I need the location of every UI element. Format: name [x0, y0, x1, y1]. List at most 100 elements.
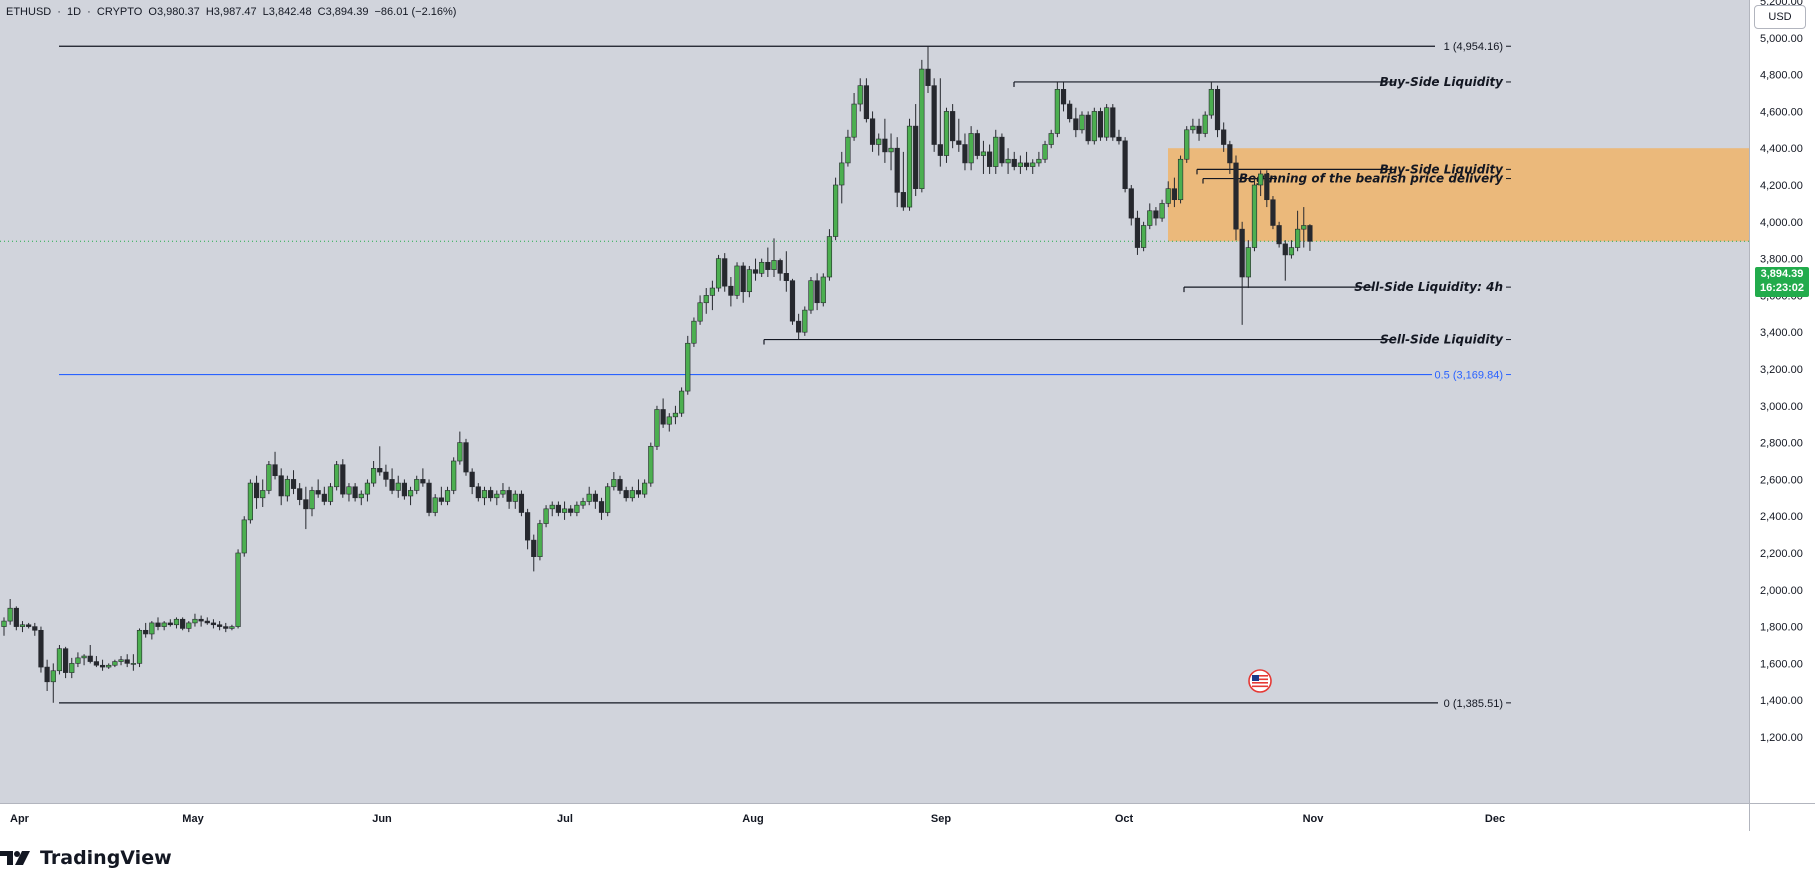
tradingview-wordmark: TradingView — [40, 847, 172, 869]
candle-body — [481, 490, 488, 499]
candle-body — [913, 125, 919, 189]
candle-body — [1221, 129, 1227, 145]
candle-body — [1122, 140, 1128, 189]
price-chart[interactable]: 1 (4,954.16) 0.5 (3,169.84) 0 (1,385.51) Bu… — [0, 0, 1749, 803]
candle-body — [796, 320, 802, 333]
time-tick-label: Sep — [931, 813, 951, 825]
candle-body — [389, 479, 395, 491]
candle-body — [715, 258, 722, 289]
candle-body — [438, 497, 444, 502]
candle-body — [204, 620, 210, 624]
bar-countdown: 16:23:02 — [1759, 282, 1805, 294]
candle-body — [1251, 184, 1258, 248]
candle-body — [1042, 144, 1048, 160]
candle-body — [512, 493, 518, 502]
chart-plot-area[interactable]: 1 (4,954.16) 0.5 (3,169.84) 0 (1,385.51) Bu… — [0, 0, 1749, 803]
candle-body — [555, 504, 561, 513]
candle-body — [697, 302, 703, 322]
candle-body — [56, 648, 63, 672]
time-tick-label: Apr — [10, 813, 30, 825]
candle-body — [290, 479, 297, 489]
candle-body — [93, 661, 99, 666]
candle-body — [962, 144, 968, 164]
candle-body — [1104, 107, 1110, 138]
candle-body — [192, 618, 198, 624]
candle-body — [346, 486, 352, 495]
candle-body — [217, 624, 223, 627]
currency-button[interactable]: USD — [1754, 5, 1806, 29]
candle-body — [999, 136, 1005, 164]
candle-body — [937, 144, 943, 156]
price-tick-label: 2,800.00 — [1760, 438, 1803, 450]
candle-body — [950, 111, 956, 142]
price-tick-label: 1,200.00 — [1760, 732, 1803, 744]
candle-body — [561, 508, 568, 513]
candle-body — [407, 490, 414, 497]
candle-body — [1295, 228, 1301, 248]
high-value: H3,987.47 — [205, 6, 257, 18]
price-tick-label: 1,600.00 — [1760, 658, 1803, 670]
candle-body — [494, 493, 500, 499]
candle-body — [1153, 210, 1159, 219]
candle-body — [38, 629, 44, 668]
low-value: L3,842.48 — [262, 6, 312, 18]
candle-body — [1270, 199, 1276, 226]
symbol-label[interactable]: ETHUSD — [6, 6, 52, 18]
candle-body — [444, 490, 451, 502]
time-axis[interactable]: Apr May Jun Jul Aug Sep Oct Nov Dec — [0, 803, 1749, 831]
candle-body — [611, 479, 617, 488]
candle-body — [925, 68, 931, 86]
interval-label[interactable]: 1D — [67, 6, 82, 18]
candle-body — [253, 482, 260, 499]
candle-body — [266, 464, 272, 491]
time-tick-label: Jul — [557, 813, 573, 825]
candle-body — [648, 445, 654, 484]
candle-body — [488, 490, 494, 499]
candle-body — [19, 624, 26, 627]
price-tick-label: 4,000.00 — [1760, 217, 1803, 229]
candle-body — [198, 618, 204, 622]
annotation-label: Sell-Side Liquidity: 4h — [1354, 280, 1503, 294]
candle-body — [173, 618, 180, 626]
annotation-label: Buy-Side Liquidity — [1380, 75, 1505, 89]
candle-body — [303, 499, 309, 510]
candle-body — [358, 493, 364, 499]
price-axis[interactable]: 1,200.00 1,400.00 1,600.00 1,800.00 2,000.00… — [1749, 0, 1815, 803]
tradingview-brand[interactable]: TradingView — [0, 847, 172, 869]
price-tick-label: 2,600.00 — [1760, 474, 1803, 486]
candle-body — [81, 655, 87, 659]
candle-body — [518, 493, 525, 513]
candle-body — [260, 490, 266, 499]
candle-body — [334, 464, 340, 488]
annotation-label: Beginning of the bearish price delivery — [1239, 172, 1504, 186]
candle-body — [50, 670, 56, 683]
candle-body — [1196, 125, 1202, 134]
us-flag-icon — [1248, 669, 1272, 693]
candle-body — [931, 85, 937, 145]
candle-body — [426, 482, 432, 513]
annotation-label: 0.5 (3,169.84) — [1435, 370, 1504, 382]
candle-body — [722, 258, 728, 287]
candle-body — [370, 468, 377, 484]
candle-body — [309, 490, 315, 510]
candle-body — [210, 622, 217, 626]
open-value: O3,980.37 — [148, 6, 200, 18]
candle-body — [1091, 111, 1097, 142]
candle-body — [783, 273, 789, 281]
candle-body — [808, 280, 814, 311]
candle-body — [167, 622, 173, 626]
candle-body — [432, 497, 438, 513]
time-tick-label: Nov — [1303, 813, 1325, 825]
price-tick-label: 4,600.00 — [1760, 106, 1803, 118]
candle-body — [1141, 225, 1147, 248]
candle-body — [340, 464, 346, 495]
candle-body — [1097, 111, 1104, 138]
last-price-tag: 3,894.39 16:23:02 — [1755, 267, 1809, 297]
candle-body — [241, 519, 247, 554]
time-tick-label: Aug — [742, 813, 763, 825]
candle-body — [759, 261, 765, 274]
candle-body — [395, 482, 401, 491]
candle-body — [118, 659, 124, 662]
candle-body — [1005, 158, 1011, 164]
candle-body — [869, 118, 876, 145]
